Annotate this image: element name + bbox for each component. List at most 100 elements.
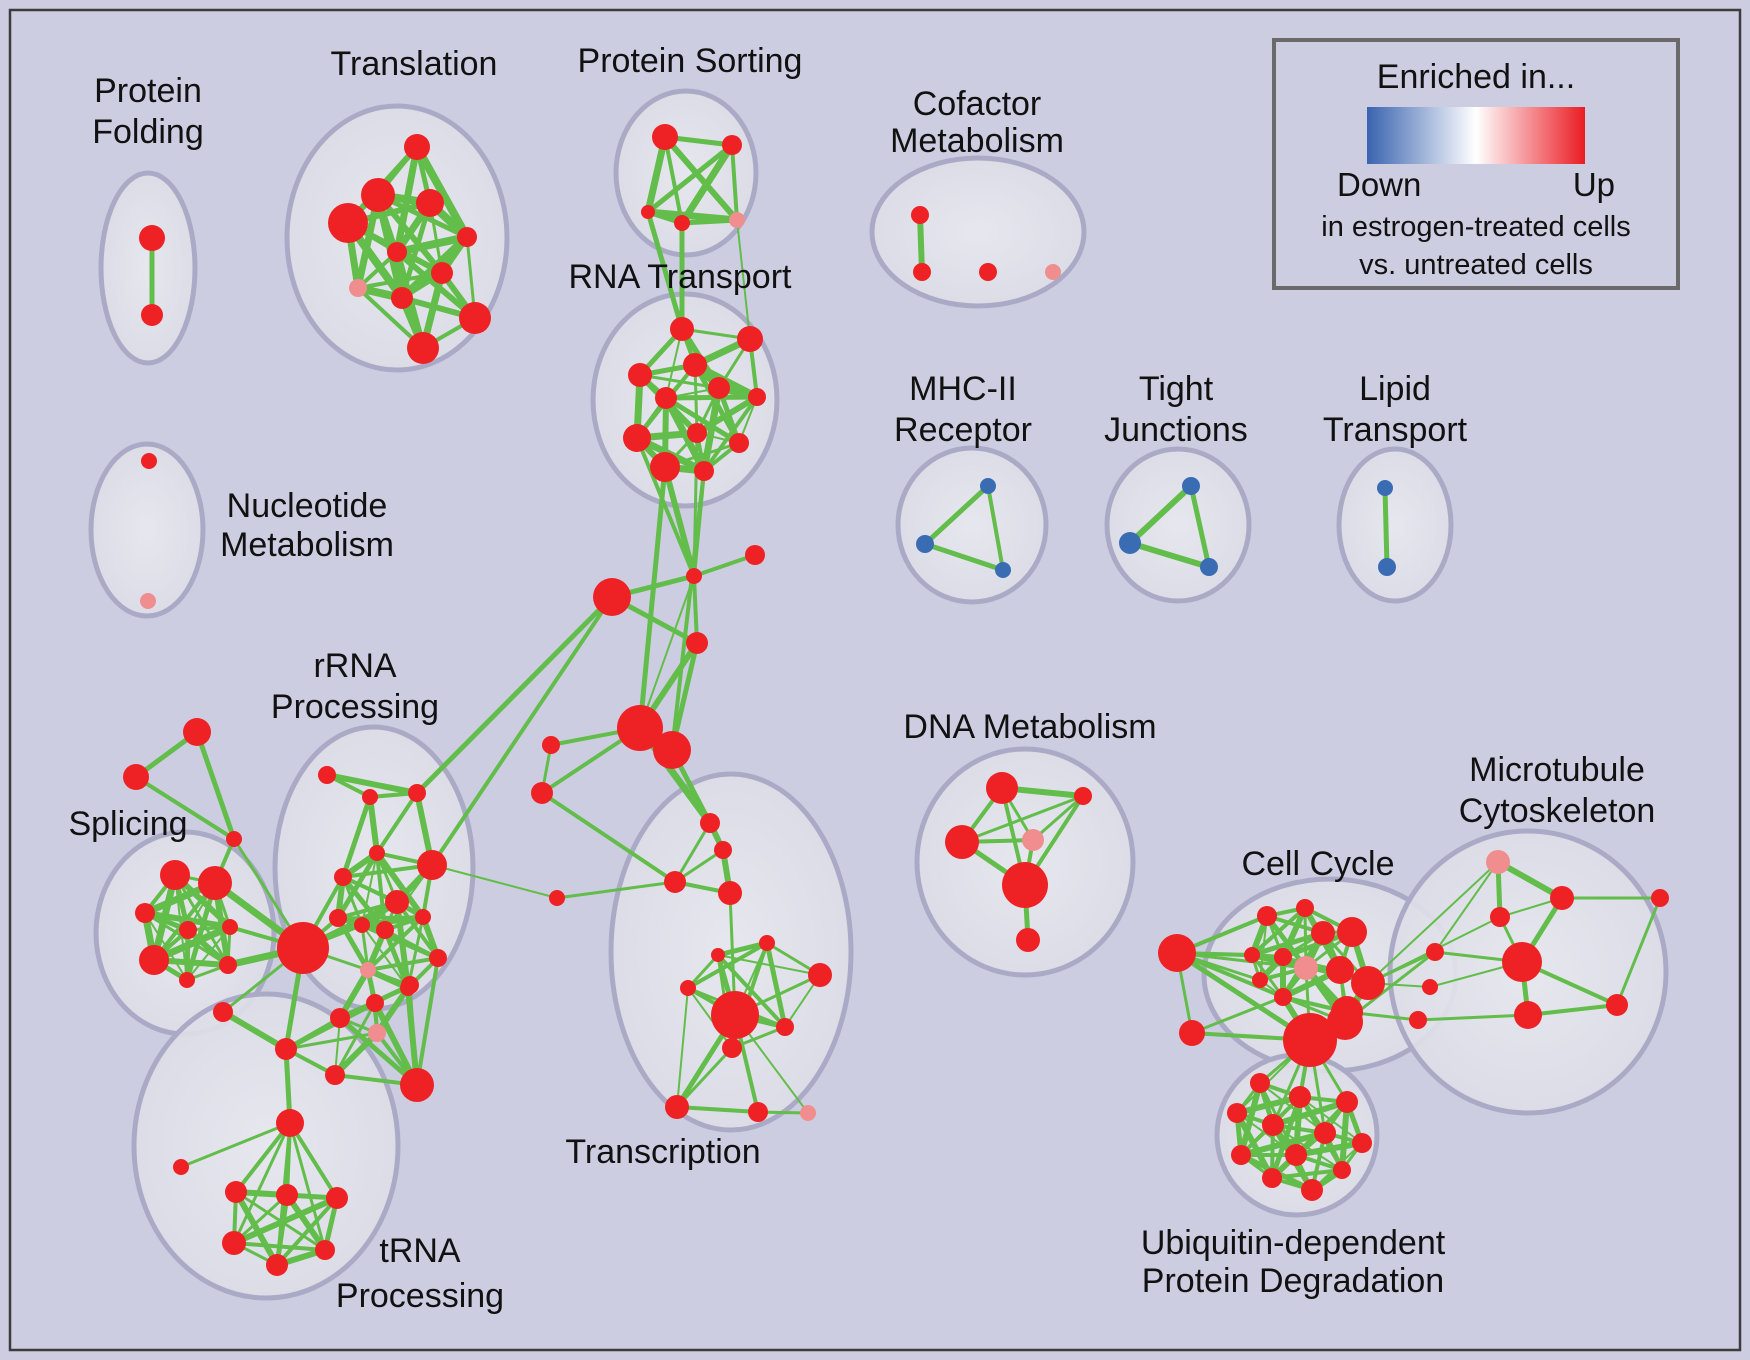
node-so3: [226, 831, 242, 847]
node-ub5: [1262, 1114, 1284, 1136]
cluster-label-ubiquitin-degradation-line1: Ubiquitin-dependent: [1141, 1224, 1446, 1262]
cluster-label-tight-junctions-line1: Tight: [1139, 370, 1214, 408]
node-ps5: [729, 212, 745, 228]
node-so2: [123, 764, 149, 790]
node-rt11: [650, 452, 680, 482]
node-tx9: [549, 890, 565, 906]
edge-rt6-rt12: [702, 395, 759, 473]
cluster-label-mhc-ii-receptor-line2: Receptor: [894, 411, 1032, 449]
edge-ub3-ub10: [1339, 1099, 1350, 1173]
node-tx14: [711, 991, 759, 1039]
edge-ub7-ub9: [1293, 1140, 1365, 1158]
node-layer: [123, 124, 1669, 1276]
node-sp4: [179, 921, 197, 939]
edge-cc3-cc7: [1249, 930, 1326, 958]
edge-ps4-ps5: [679, 217, 740, 226]
node-cc16: [1426, 943, 1444, 961]
node-tx10: [759, 935, 775, 951]
edge-tn1-tn7: [288, 1121, 327, 1252]
node-ub8: [1231, 1145, 1251, 1165]
edge-rt7-rt10: [663, 395, 742, 446]
node-tj2: [1119, 532, 1141, 554]
edge-rr5-cn3: [430, 595, 614, 867]
node-tx17: [665, 1095, 689, 1119]
node-tn4: [276, 1184, 298, 1206]
node-rr8: [329, 909, 347, 927]
node-rr5: [417, 850, 447, 880]
edge-cc0-cc11: [1175, 951, 1285, 999]
edge-tl1-tl6: [413, 143, 471, 241]
cluster-label-dna-metabolism-line1: DNA Metabolism: [903, 708, 1156, 746]
node-tl3: [416, 189, 444, 217]
edge-tx7-tx5: [673, 821, 712, 884]
cluster-label-microtubule-cytoskeleton-line1: Microtubule: [1469, 751, 1645, 789]
node-ub10: [1333, 1161, 1351, 1179]
node-cn2: [686, 568, 702, 584]
edge-ps1-ps5: [662, 134, 740, 223]
node-cc6: [1252, 972, 1268, 988]
edge-tn5-tn8: [275, 1196, 339, 1267]
cluster-label-rrna-processing-line1: rRNA: [313, 647, 396, 685]
node-cc0: [1158, 934, 1196, 972]
edge-tn1-tn5: [288, 1121, 339, 1200]
edge-cc18-mt5: [1416, 1013, 1530, 1022]
legend-gradient-bar: [1367, 107, 1585, 164]
edge-tl5-tl6: [393, 233, 471, 256]
edge-cf1-cf2: [917, 212, 925, 275]
node-lt2: [1378, 558, 1396, 576]
cluster-ellipse-mhc-ii-receptor: [895, 445, 1049, 605]
node-ps4: [674, 215, 690, 231]
node-tn1: [276, 1109, 304, 1137]
node-dn5: [1002, 862, 1048, 908]
edge-sp3-sp5: [142, 910, 233, 930]
edge-rr10-rr13: [383, 928, 440, 960]
node-tx2: [653, 731, 691, 769]
node-mh3: [995, 562, 1011, 578]
edge-so1-so3: [194, 729, 237, 842]
node-dn3: [1074, 787, 1092, 805]
edge-so2-so3: [134, 775, 236, 841]
node-mt4: [1502, 942, 1542, 982]
edge-rb2-rb5: [333, 1001, 377, 1077]
edge-rb1-rb8: [220, 1009, 289, 1052]
node-rt8: [687, 423, 707, 443]
edge-tx16-tx17: [675, 1046, 734, 1109]
node-pf1: [139, 225, 165, 251]
node-tl4: [328, 203, 368, 243]
cluster-label-lipid-transport-line1: Lipid: [1359, 370, 1431, 408]
edge-rt6-rt8: [694, 394, 760, 436]
edge-mh2-mh3: [922, 541, 1006, 573]
edge-tx17-tx18: [675, 1105, 760, 1114]
node-ub7: [1352, 1133, 1372, 1153]
cluster-label-trna-processing-line1: tRNA: [379, 1232, 461, 1270]
edge-cc15-cc11: [1190, 995, 1285, 1035]
node-rr11: [415, 909, 431, 925]
node-rt10: [729, 433, 749, 453]
node-ub6: [1314, 1122, 1336, 1144]
node-nm1: [141, 453, 157, 469]
edge-rr1-rr3: [324, 772, 420, 796]
node-mt6: [1606, 994, 1628, 1016]
edge-tn1-tn3: [234, 1121, 292, 1194]
edge-rr12-rr13: [366, 956, 440, 972]
node-ub1: [1250, 1073, 1270, 1093]
node-rb4: [368, 1024, 386, 1042]
node-cc14: [1327, 1004, 1363, 1040]
legend-title: Enriched in...: [1376, 58, 1576, 96]
node-rt5: [708, 377, 730, 399]
edge-rr9-rr14: [361, 924, 409, 989]
edge-ps2-ps3: [645, 142, 735, 215]
node-tl10: [459, 302, 491, 334]
legend-up-label: Up: [1572, 166, 1615, 203]
edge-rr9-rr11: [359, 914, 426, 928]
edge-rr4-rr11: [374, 850, 426, 920]
node-rb7: [330, 1008, 350, 1028]
cluster-label-tight-junctions-line2: Junctions: [1104, 411, 1248, 449]
cluster-label-rrna-processing-line2: Processing: [271, 688, 439, 726]
edge-rb4-rr14: [375, 986, 410, 1035]
node-tx8: [718, 881, 742, 905]
node-rb3: [400, 1068, 434, 1102]
node-mh2: [916, 535, 934, 553]
